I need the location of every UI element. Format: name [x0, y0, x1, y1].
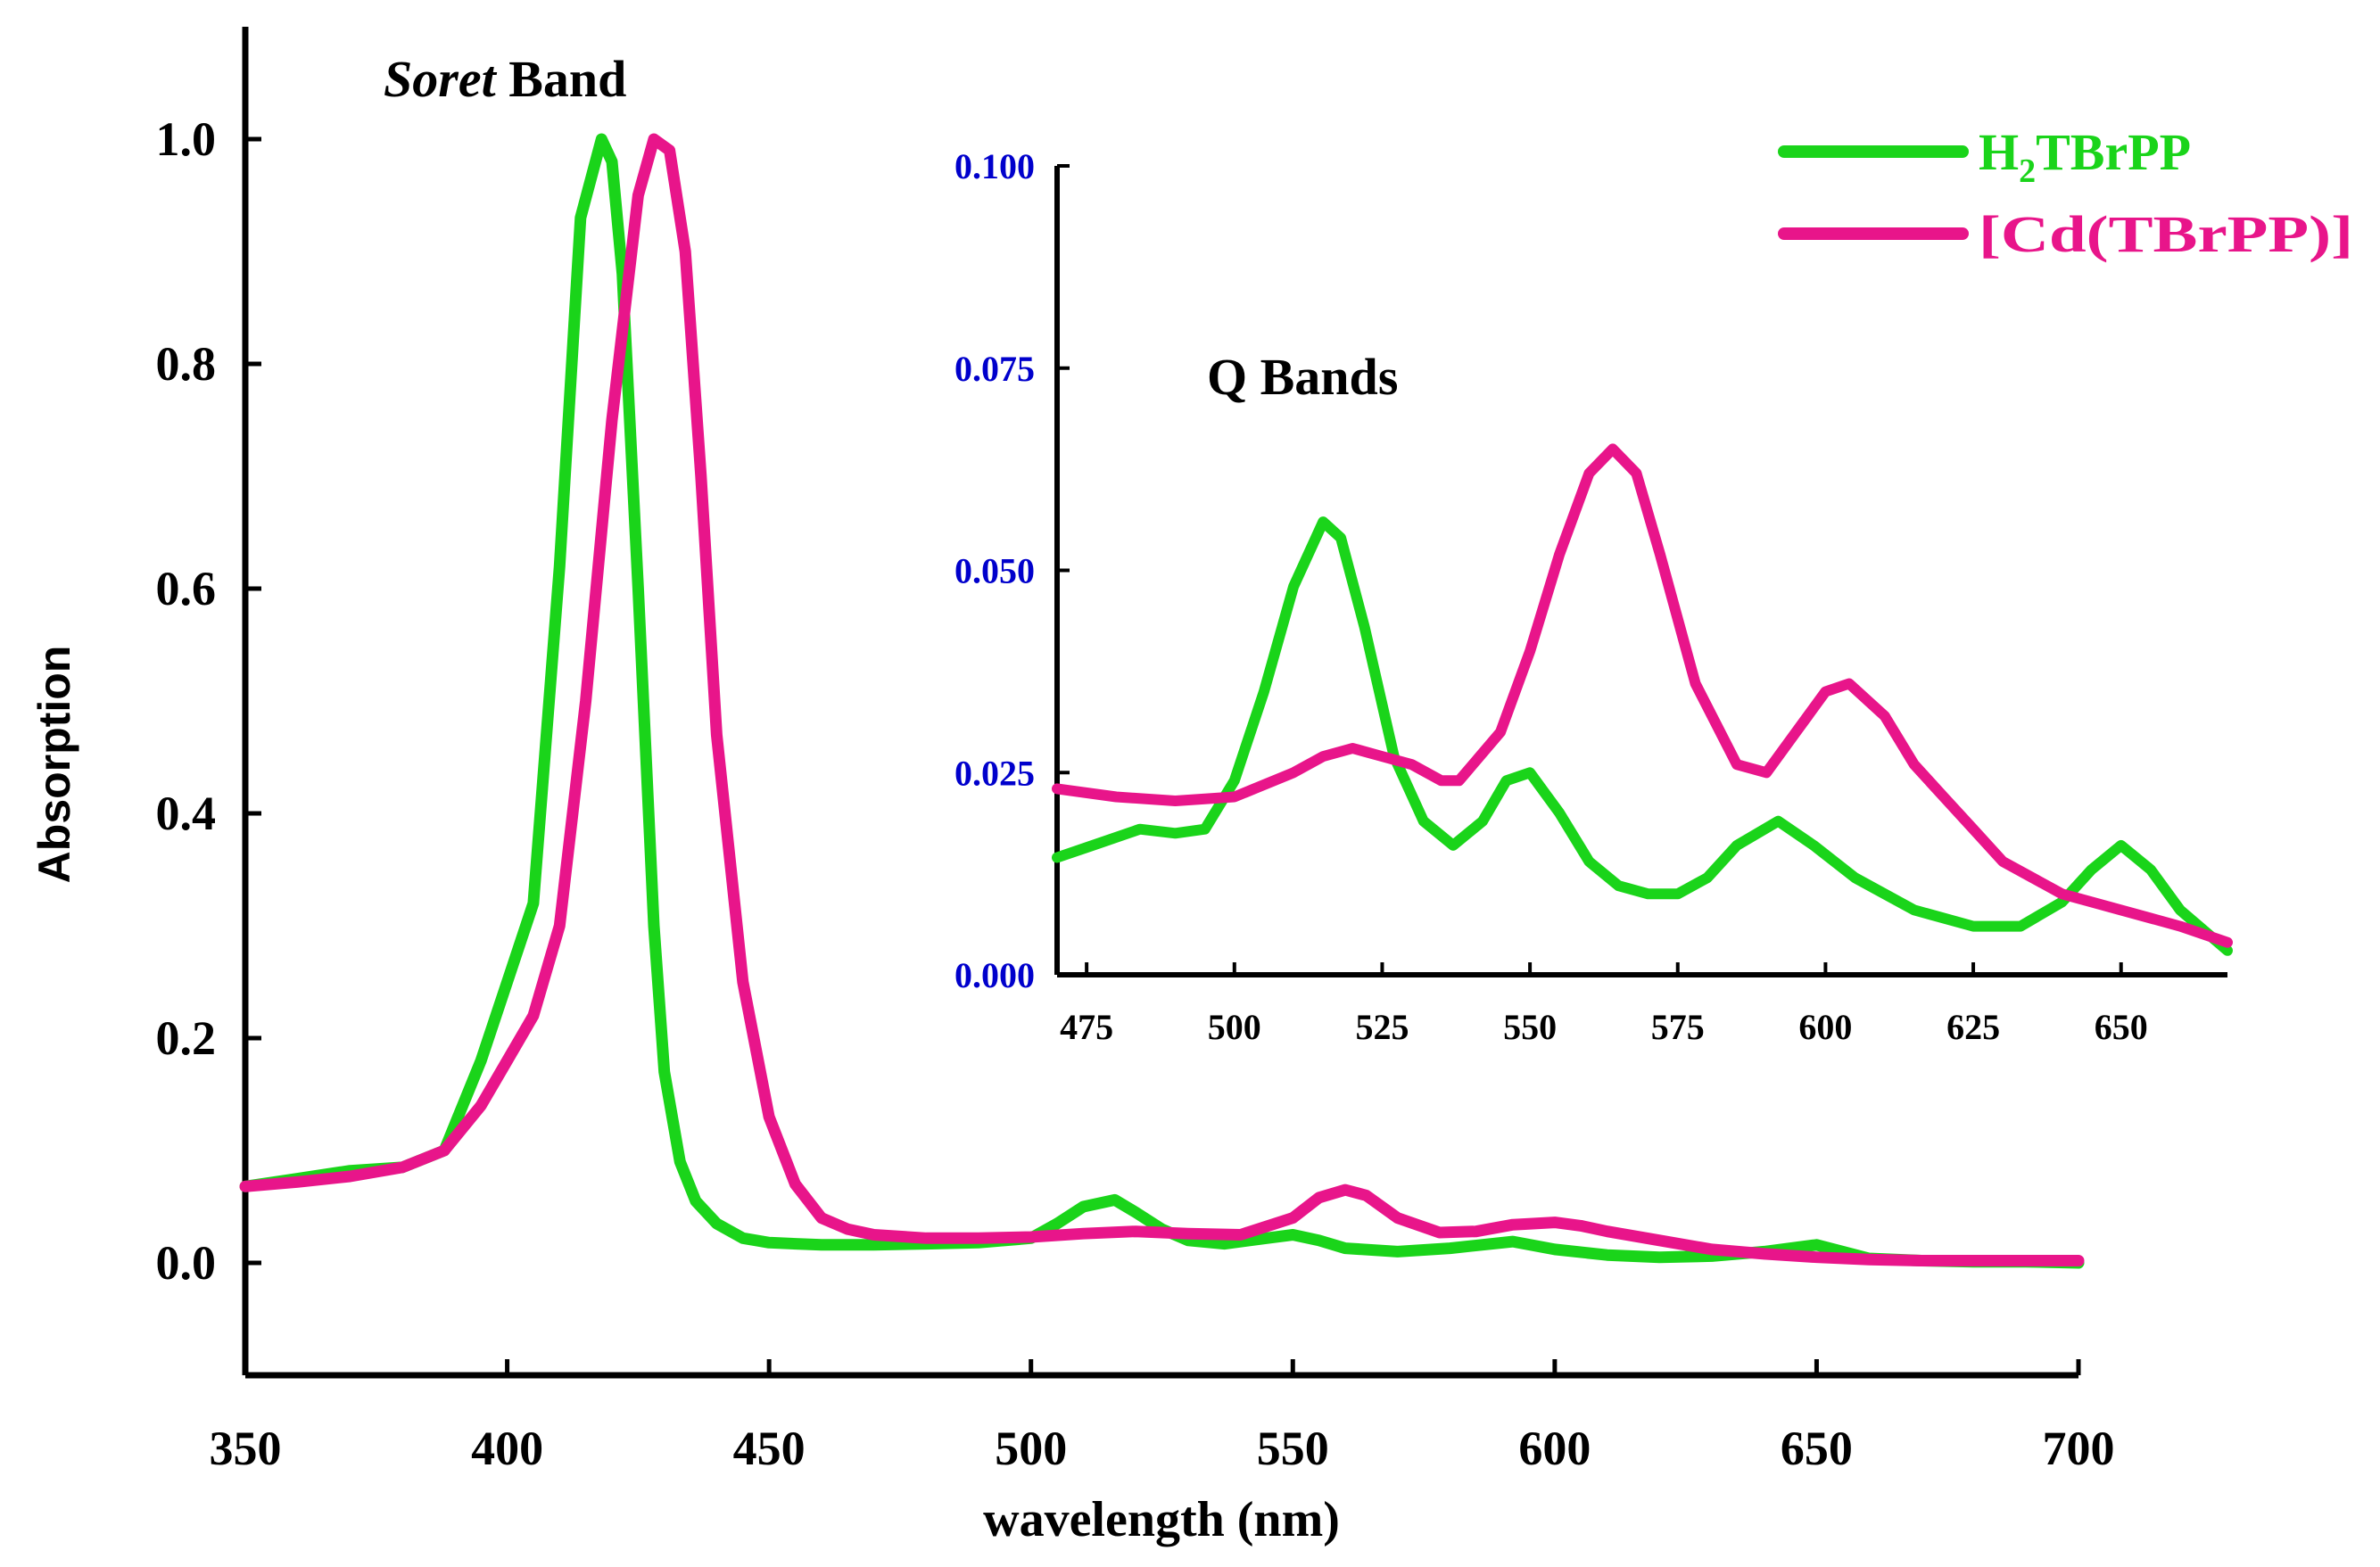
- inset-series-line-h2tbrpp: [1052, 516, 2233, 956]
- inset-y-ticks: 0.000 0.025 0.050 0.075 0.100: [954, 146, 1070, 995]
- main-y-tick-label-0-0: 0.0: [156, 1236, 217, 1290]
- main-axes: [242, 27, 2078, 1379]
- y-axis-title: Absorption: [29, 646, 79, 884]
- inset-y-tick-label-0-100: 0.100: [954, 146, 1035, 186]
- legend-label-h2tbrpp-main: H: [1979, 123, 2019, 181]
- inset-series-group: [1052, 443, 2233, 956]
- inset-y-tick-label-0-000: 0.000: [954, 955, 1035, 995]
- main-y-tick-label-1-0: 1.0: [156, 112, 217, 166]
- inset-x-tick-label-625: 625: [1946, 1007, 2000, 1047]
- main-x-tick-label-650: 650: [1781, 1422, 1853, 1475]
- legend-label-h2tbrpp: H2TBrPP: [1979, 123, 2191, 190]
- inset-x-tick-label-550: 550: [1503, 1007, 1557, 1047]
- legend-label-cdtbrpp: [Cd(TBrPP)]: [1979, 205, 2353, 263]
- main-series-group: [239, 133, 2085, 1269]
- inset-x-tick-label-525: 525: [1355, 1007, 1409, 1047]
- soret-band-annotation-italic: Soret: [384, 50, 498, 108]
- main-x-tick-label-450: 450: [733, 1422, 806, 1475]
- main-x-tick-label-600: 600: [1518, 1422, 1591, 1475]
- main-y-tick-label-0-6: 0.6: [156, 562, 217, 615]
- main-x-tick-label-500: 500: [995, 1422, 1067, 1475]
- main-x-tick-label-350: 350: [210, 1422, 282, 1475]
- inset-y-tick-label-0-050: 0.050: [954, 551, 1035, 591]
- main-series-line-cd-tbrpp: [239, 133, 2085, 1266]
- main-y-tick-label-0-4: 0.4: [156, 787, 217, 840]
- inset-series-line-cd-tbrpp: [1052, 443, 2233, 948]
- x-axis-title: wavelength (nm): [983, 1492, 1340, 1547]
- legend-label-h2tbrpp-sub: 2: [2019, 153, 2036, 190]
- main-y-ticks: 0.0 0.2 0.4 0.6 0.8 1.0: [156, 112, 261, 1290]
- main-x-tick-label-700: 700: [2043, 1422, 2115, 1475]
- inset-x-tick-label-575: 575: [1651, 1007, 1705, 1047]
- inset-x-tick-label-500: 500: [1208, 1007, 1261, 1047]
- soret-band-annotation-rest: Band: [496, 50, 627, 108]
- legend-label-h2tbrpp-tail: TBrPP: [2036, 123, 2191, 181]
- main-y-tick-label-0-8: 0.8: [156, 337, 217, 391]
- inset-x-tick-label-475: 475: [1060, 1007, 1113, 1047]
- inset-x-ticks: 475 500 525 550 575 600 625 650: [1060, 962, 2148, 1047]
- soret-band-annotation: Soret Band: [384, 50, 626, 108]
- inset-y-tick-label-0-075: 0.075: [954, 349, 1035, 389]
- inset-x-tick-label-650: 650: [2095, 1007, 2148, 1047]
- inset-y-tick-label-0-025: 0.025: [954, 753, 1035, 793]
- main-x-ticks: 350 400 450 500 550 600 650 700: [210, 1359, 2115, 1475]
- main-x-tick-label-550: 550: [1257, 1422, 1329, 1475]
- legend: H2TBrPP [Cd(TBrPP)]: [1778, 123, 2353, 263]
- q-bands-annotation: Q Bands: [1207, 348, 1398, 406]
- inset-x-tick-label-600: 600: [1798, 1007, 1852, 1047]
- main-y-tick-label-0-2: 0.2: [156, 1011, 217, 1065]
- main-x-tick-label-400: 400: [471, 1422, 543, 1475]
